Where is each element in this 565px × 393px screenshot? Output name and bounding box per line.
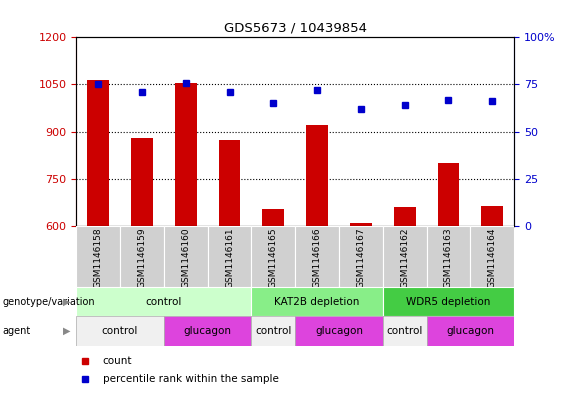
Bar: [339, 226, 383, 287]
Bar: [262, 209, 284, 226]
Text: control: control: [386, 326, 423, 336]
Bar: [219, 140, 241, 226]
Text: GSM1146164: GSM1146164: [488, 228, 497, 288]
Text: percentile rank within the sample: percentile rank within the sample: [103, 374, 279, 384]
Bar: [164, 316, 251, 346]
Bar: [306, 125, 328, 226]
Text: count: count: [103, 356, 132, 366]
Text: control: control: [146, 297, 182, 307]
Bar: [295, 316, 383, 346]
Title: GDS5673 / 10439854: GDS5673 / 10439854: [224, 22, 367, 35]
Bar: [76, 316, 164, 346]
Bar: [383, 287, 514, 316]
Text: GSM1146166: GSM1146166: [312, 228, 321, 288]
Bar: [350, 224, 372, 226]
Text: ▶: ▶: [63, 326, 71, 336]
Text: GSM1146159: GSM1146159: [137, 228, 146, 288]
Bar: [208, 226, 251, 287]
Text: GSM1146158: GSM1146158: [94, 228, 103, 288]
Bar: [251, 287, 383, 316]
Bar: [427, 316, 514, 346]
Bar: [87, 80, 109, 226]
Bar: [76, 287, 251, 316]
Bar: [481, 206, 503, 226]
Text: glucagon: glucagon: [315, 326, 363, 336]
Bar: [251, 316, 295, 346]
Bar: [131, 138, 153, 226]
Bar: [295, 226, 339, 287]
Text: control: control: [255, 326, 292, 336]
Bar: [394, 207, 416, 226]
Text: WDR5 depletion: WDR5 depletion: [406, 297, 490, 307]
Bar: [164, 226, 208, 287]
Text: GSM1146165: GSM1146165: [269, 228, 278, 288]
Bar: [120, 226, 164, 287]
Text: control: control: [102, 326, 138, 336]
Bar: [383, 226, 427, 287]
Text: GSM1146161: GSM1146161: [225, 228, 234, 288]
Text: glucagon: glucagon: [184, 326, 232, 336]
Bar: [76, 226, 120, 287]
Text: GSM1146163: GSM1146163: [444, 228, 453, 288]
Bar: [437, 163, 459, 226]
Bar: [175, 83, 197, 226]
Text: ▶: ▶: [63, 297, 71, 307]
Bar: [383, 316, 427, 346]
Text: GSM1146162: GSM1146162: [400, 228, 409, 288]
Bar: [470, 226, 514, 287]
Text: genotype/variation: genotype/variation: [3, 297, 95, 307]
Text: GSM1146160: GSM1146160: [181, 228, 190, 288]
Bar: [251, 226, 295, 287]
Text: glucagon: glucagon: [446, 326, 494, 336]
Bar: [427, 226, 470, 287]
Text: KAT2B depletion: KAT2B depletion: [275, 297, 360, 307]
Text: agent: agent: [3, 326, 31, 336]
Text: GSM1146167: GSM1146167: [357, 228, 366, 288]
